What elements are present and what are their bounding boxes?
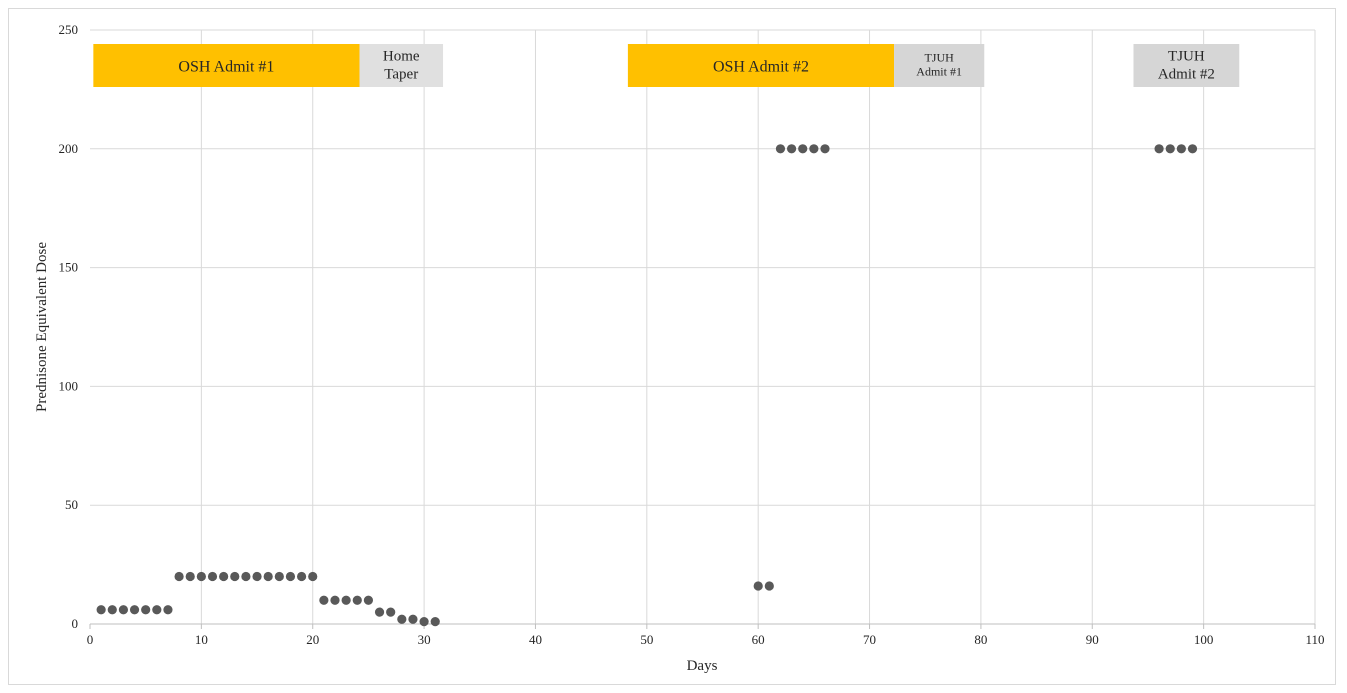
annotation-band-label: OSH Admit #1 <box>178 59 274 76</box>
axis-layer: 0 10 20 30 40 50 60 70 80 90 100 110 0 50 100 150 200 250 <box>59 22 1325 647</box>
data-point <box>308 571 318 582</box>
data-point <box>764 581 774 591</box>
annotation-band-label: Home Taper <box>383 49 420 83</box>
x-tick-label: 110 <box>1305 632 1324 647</box>
x-axis-title: Days <box>687 658 718 674</box>
x-tick-label: 60 <box>752 632 765 647</box>
data-point <box>241 571 251 582</box>
data-point <box>230 571 240 582</box>
annotation-band-label-line: Taper <box>384 67 418 83</box>
data-point <box>185 571 195 582</box>
annotation-band-label-line: Admit #1 <box>916 65 962 79</box>
data-point <box>786 144 797 154</box>
annotation-band-label-line: Home <box>383 49 420 65</box>
data-point <box>96 605 106 615</box>
chart-frame <box>8 8 1336 685</box>
annotation-band: OSH Admit #2 <box>627 44 895 87</box>
x-tick-label: 50 <box>640 632 653 647</box>
data-point <box>263 571 273 582</box>
annotation-band-rect <box>894 44 985 87</box>
data-point <box>1187 144 1198 154</box>
x-tick-label: 100 <box>1194 632 1214 647</box>
data-point <box>152 605 162 615</box>
annotation-band-label: OSH Admit #2 <box>713 59 809 76</box>
annotation-band-rect <box>627 44 895 87</box>
annotation-band-rect <box>93 44 360 87</box>
x-tick-label: 10 <box>195 632 208 647</box>
data-point <box>430 617 440 627</box>
data-point <box>1154 144 1164 154</box>
data-point <box>352 595 362 605</box>
annotation-band-label: TJUH Admit #2 <box>1158 49 1215 83</box>
data-point <box>319 595 329 605</box>
data-point <box>341 595 351 605</box>
y-tick-label: 150 <box>59 260 79 275</box>
x-tick-label: 80 <box>974 632 987 647</box>
data-point <box>363 595 374 605</box>
data-point <box>374 607 385 617</box>
annotation-band-label-line: TJUH <box>924 51 954 65</box>
annotation-band: TJUH Admit #1 <box>894 44 985 87</box>
data-point <box>196 571 206 582</box>
data-point <box>207 571 218 582</box>
y-tick-label: 200 <box>59 141 79 156</box>
x-tick-label: 20 <box>306 632 319 647</box>
data-point <box>798 144 808 154</box>
annotation-band: TJUH Admit #2 <box>1133 44 1240 87</box>
y-tick-label: 50 <box>65 497 78 512</box>
data-point <box>1176 144 1186 154</box>
data-point <box>419 617 429 627</box>
annotation-band: Home Taper <box>359 44 444 87</box>
y-tick-label: 250 <box>59 22 79 37</box>
data-point <box>219 571 229 582</box>
data-point <box>141 605 151 615</box>
data-point <box>107 605 117 615</box>
x-tick-label: 70 <box>863 632 876 647</box>
data-point <box>174 571 184 582</box>
point-layer <box>96 144 1198 627</box>
data-point <box>397 614 407 624</box>
annotation-band-label-line: Admit #2 <box>1158 67 1215 83</box>
data-point <box>809 144 819 154</box>
x-tick-label: 0 <box>87 632 94 647</box>
annotation-band-label: TJUH Admit #1 <box>916 51 962 79</box>
data-point <box>330 595 340 605</box>
y-tick-label: 0 <box>72 616 79 631</box>
grid-layer <box>90 29 1316 624</box>
x-tick-label: 30 <box>418 632 431 647</box>
data-point <box>252 571 262 582</box>
data-point <box>1165 144 1175 154</box>
x-tick-label: 90 <box>1086 632 1099 647</box>
data-point <box>753 581 763 591</box>
y-tick-label: 100 <box>59 378 79 393</box>
y-axis-title: Prednisone Equivalent Dose <box>34 242 50 412</box>
x-tick-label: 40 <box>529 632 542 647</box>
annotation-band: OSH Admit #1 <box>93 44 360 87</box>
data-point <box>118 605 129 615</box>
data-point <box>296 571 307 582</box>
data-point <box>274 571 284 582</box>
data-point <box>386 607 396 617</box>
data-point <box>408 614 418 624</box>
data-point <box>285 571 296 582</box>
data-point <box>129 605 140 615</box>
annotation-band-rect <box>1133 44 1240 87</box>
data-point <box>820 144 830 154</box>
data-point <box>775 144 786 154</box>
data-point <box>163 605 173 615</box>
annotation-band-label-line: TJUH <box>1168 49 1205 65</box>
annotation-band-rect <box>359 44 444 87</box>
